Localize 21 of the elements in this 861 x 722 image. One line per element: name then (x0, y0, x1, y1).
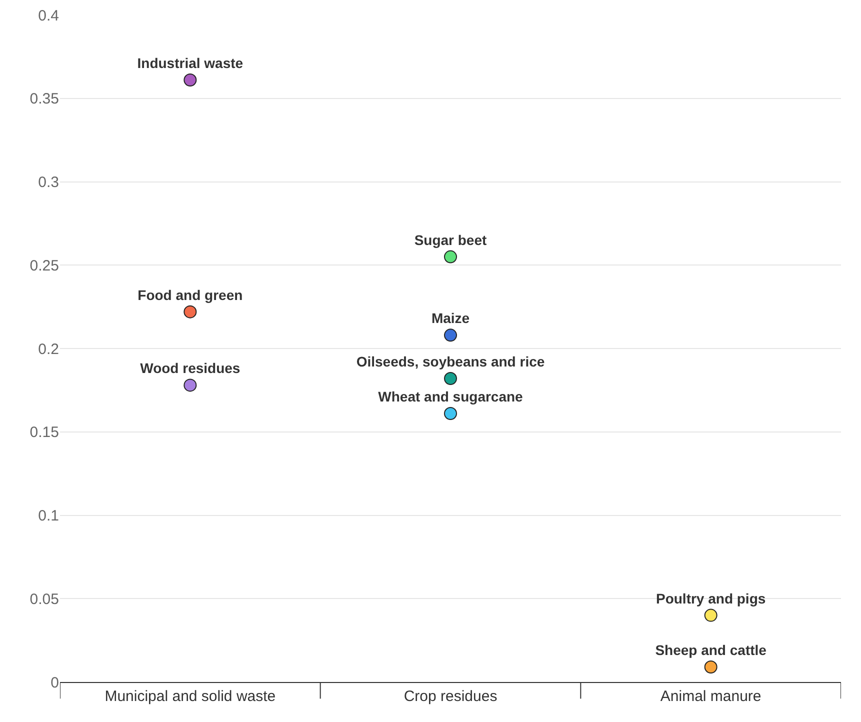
series-label: Wood residues (140, 360, 240, 376)
y-tick-label: 0.15 (30, 424, 59, 442)
series-label: Industrial waste (137, 55, 244, 72)
y-tick-label: 0.35 (30, 90, 59, 108)
y-tick-label: 0.3 (38, 174, 59, 191)
y-tick-label: 0 (50, 674, 59, 692)
series-label: Sugar beet (414, 232, 488, 248)
y-tick-label: 0.1 (38, 508, 59, 524)
x-tick-label: Animal manure (660, 688, 762, 705)
series-label: Food and green (138, 286, 243, 303)
x-tick-label: Municipal and solid waste (104, 688, 276, 705)
y-tick-label: 0.25 (30, 257, 59, 274)
series-label: Maize (431, 310, 470, 326)
series-label: Oilseeds, soybeans and rice (356, 354, 545, 370)
y-tick-label: 0.05 (30, 590, 59, 608)
series-label: Wheat and sugarcane (378, 388, 524, 405)
y-tick-label: 0.2 (38, 340, 59, 358)
series-label: Sheep and cattle (655, 642, 767, 658)
x-tick-label: Crop residues (404, 688, 498, 705)
series-label: Poultry and pigs (656, 590, 766, 606)
y-tick-label: 0.4 (38, 7, 59, 24)
